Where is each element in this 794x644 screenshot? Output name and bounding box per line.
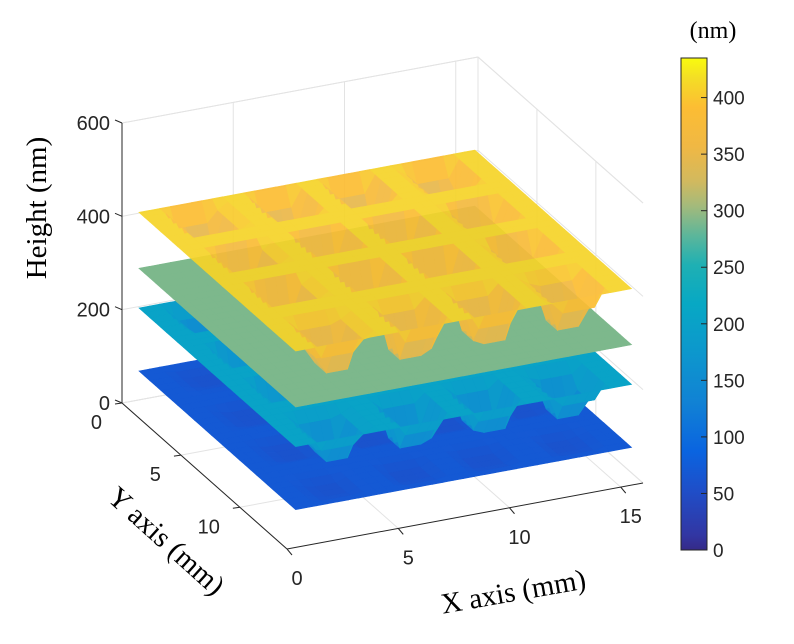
surface-cell — [614, 283, 633, 292]
z-tick-mark — [114, 119, 123, 124]
colorbar-tick-label: 250 — [713, 258, 745, 279]
x-axis-line — [286, 482, 644, 550]
y-tick-mark — [173, 454, 181, 457]
colorbar-title: (nm) — [690, 18, 737, 44]
tick-labels: 0 200 400 600 0 5 10 0 5 10 15 — [77, 113, 642, 590]
colorbar-gradient — [680, 57, 708, 551]
surface-cell — [614, 442, 633, 450]
colorbar-ticks: 0 50 100 150 200 250 300 350 400 — [701, 89, 745, 562]
colorbar-tick-label: 400 — [713, 89, 745, 110]
z-tick-label: 400 — [77, 206, 110, 228]
colorbar-tick-label: 150 — [713, 371, 745, 392]
x-tick-mark — [286, 548, 293, 556]
y-tick-label: 10 — [198, 516, 220, 538]
surface-cell — [614, 379, 633, 387]
colorbar-tick-label: 350 — [713, 145, 745, 166]
x-tick-mark — [620, 486, 627, 494]
z-axis-title: Height (nm) — [21, 137, 53, 280]
grid-line-z-side — [477, 149, 644, 297]
surface-layer-4 — [138, 149, 633, 374]
z-tick-mark — [114, 212, 123, 217]
grid-line-z — [121, 56, 479, 124]
z-tick-mark — [114, 399, 123, 404]
z-tick-mark — [114, 306, 123, 311]
x-axis-title: X axis (mm) — [438, 564, 588, 621]
colorbar-tick-label: 0 — [713, 541, 724, 562]
y-tick-label: 5 — [150, 464, 161, 486]
x-tick-label: 15 — [620, 506, 642, 528]
x-tick-label: 10 — [508, 527, 530, 549]
y-tick-mark — [232, 506, 240, 509]
colorbar-tick-label: 50 — [713, 484, 734, 505]
x-tick-label: 5 — [403, 547, 414, 569]
z-tick-label: 0 — [99, 393, 110, 415]
surfaces — [138, 149, 633, 511]
surface-cell — [614, 339, 633, 348]
axes — [121, 123, 644, 550]
colorbar-tick-label: 200 — [713, 315, 745, 336]
y-tick-label: 0 — [91, 412, 102, 434]
grid-line-z-side — [477, 56, 644, 204]
z-tick-label: 600 — [77, 113, 110, 135]
y-axis-line — [121, 402, 288, 550]
y-axis-title: Y axis (mm) — [101, 481, 231, 602]
colorbar-tick-label: 300 — [713, 202, 745, 223]
colorbar-tick-label: 100 — [713, 428, 745, 449]
x-tick-label: 0 — [291, 568, 302, 590]
x-tick-mark — [397, 528, 404, 535]
colorbar: 0 50 100 150 200 250 300 350 400 (nm) — [680, 18, 745, 562]
y-tick-mark — [114, 402, 123, 405]
z-tick-label: 200 — [77, 300, 110, 322]
x-tick-mark — [509, 507, 515, 515]
